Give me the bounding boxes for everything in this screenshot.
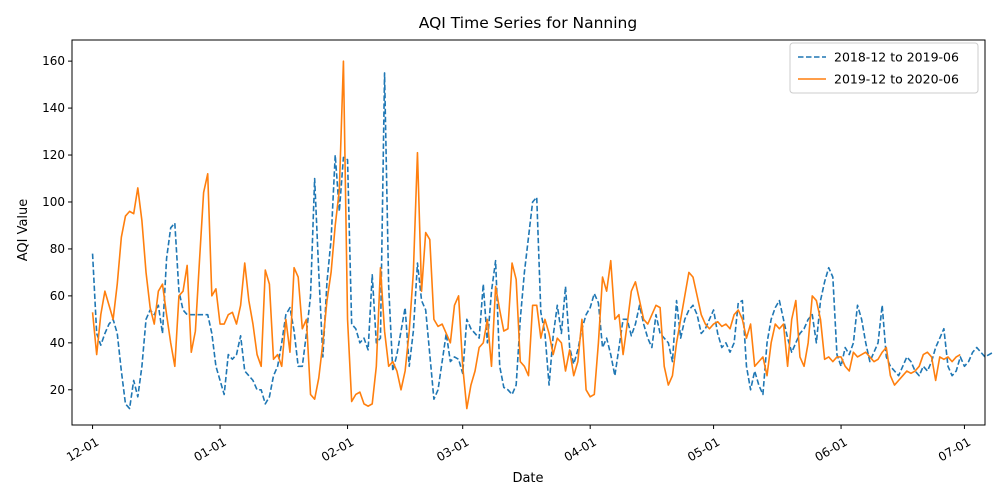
y-tick-label: 40 (50, 336, 65, 350)
y-tick-label: 100 (42, 195, 65, 209)
plot-area (91, 60, 994, 410)
axes-frame (71, 39, 986, 426)
y-tick-label: 140 (42, 101, 65, 115)
chart-title: AQI Time Series for Nanning (419, 14, 637, 32)
legend-box (789, 42, 979, 94)
x-axis-title: Date (512, 471, 543, 486)
legend: 2018-12 to 2019-06 2019-12 to 2020-06 (789, 42, 979, 94)
y-tick-label: 160 (42, 54, 65, 68)
legend-label-2: 2019-12 to 2020-06 (834, 72, 959, 87)
series-line-1 (91, 72, 994, 410)
y-tick-label: 60 (50, 289, 65, 303)
y-axis-title: AQI Value (16, 199, 31, 262)
y-tick-label: 20 (50, 383, 65, 397)
legend-label-1: 2018-12 to 2019-06 (834, 50, 959, 65)
y-tick-label: 120 (42, 148, 65, 162)
y-axis: 20 40 60 80 100 120 140 160 (42, 54, 72, 397)
series-line-2 (91, 60, 961, 410)
y-tick-label: 80 (50, 242, 65, 256)
